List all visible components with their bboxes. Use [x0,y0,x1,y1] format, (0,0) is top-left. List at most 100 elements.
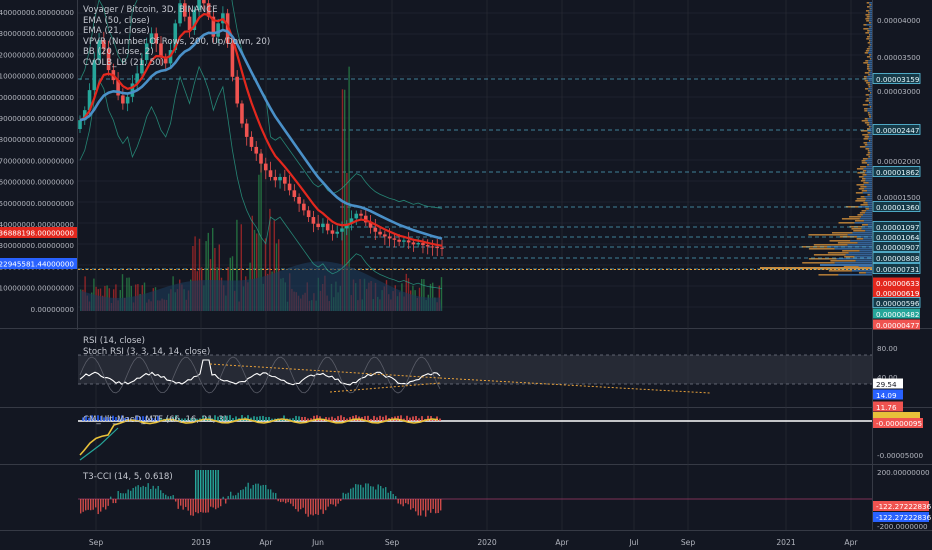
vpvr-bar-down [866,98,869,100]
vpvr-bar-down [865,208,869,210]
vpvr-bar-down [856,198,866,200]
vpvr-bar-down [837,242,858,244]
vpvr-bar-down [863,28,869,30]
cci-bar [345,493,347,499]
cci-bar [115,499,117,504]
vpvr-bar-up [838,274,872,276]
cci-bar [205,499,207,513]
vpvr-bar-up [870,152,872,154]
macd-histogram-bar [175,415,177,421]
volume-bar [269,208,271,311]
vpvr-bar-up [869,48,872,50]
macd-label: -0.00000095 [876,419,922,428]
vpvr-bar-up [869,66,872,68]
vpvr-bar-down [869,96,871,98]
x-axis-tick: Apr [259,538,273,547]
vpvr-bar-up [868,88,872,90]
rsi-axis-tick: 40.00 [877,373,898,382]
volume-bar [214,247,216,311]
x-axis-tick: Jul [628,538,638,547]
volume-bar [194,236,196,311]
macd-histogram-bar [88,417,90,421]
cci-bar [240,490,242,499]
cci-bar [162,493,164,499]
candle-body [411,242,416,245]
macd-histogram-bar [373,415,375,421]
vpvr-bar-down [868,140,871,142]
cci-bar [357,484,359,499]
vpvr-bar-down [808,258,837,260]
vpvr-bar-up [869,150,872,152]
x-axis-tick: Apr [844,538,858,547]
vpvr-bar-up [864,196,872,198]
right-axis-label-bg [872,297,921,308]
macd-histogram-bar [247,415,249,421]
vpvr-bar-up [868,182,872,184]
vpvr-bar-down [813,244,848,246]
cci-bar [310,499,312,515]
macd-histogram-bar [421,416,423,421]
vpvr-bar-up [871,92,872,94]
vpvr-bar-down [863,182,869,184]
vpvr-bar-up [867,110,872,112]
cci-bar [290,499,292,504]
candle-body [354,213,359,219]
candle-body [82,110,87,121]
vpvr-bar-up [867,224,872,226]
macd-histogram-bar [313,415,315,421]
vpvr-bar-up [865,178,872,180]
cci-bar [125,493,127,499]
vpvr-bar-up [865,172,872,174]
vpvr-bar-up [865,212,872,214]
vpvr-bar-up [870,126,872,128]
vpvr-bar-down [867,150,870,152]
vpvr-bar-up [870,4,872,6]
volume-bar [344,89,346,312]
volume-bar [258,174,260,311]
macd-histogram-bar [334,418,336,421]
right-axis-label-bg [872,241,921,252]
candle-body [202,0,206,4]
vpvr-bar-down [857,172,866,174]
candle-body [273,176,278,181]
cci-bar [272,492,274,499]
cci-bar [200,470,202,499]
cci-bar [97,499,99,515]
right-axis-tick: 0.00004000 [877,16,921,25]
left-axis-tick: 70000000.00000000 [0,156,74,165]
vpvr-bar-down [866,16,870,18]
legend-ema50: EMA (50, close) [83,15,150,26]
cci-bar [425,499,427,517]
vpvr-bar-up [867,204,872,206]
vpvr-bar-up [869,14,872,16]
cci-bar [142,485,144,499]
macd-histogram-bar [427,415,429,421]
vpvr-bar-down [861,162,868,164]
vpvr-bar-up [867,190,872,192]
vpvr-bar-down [865,88,869,90]
right-axis-tick: 0.00001500 [877,193,921,202]
vpvr-bar-up [867,108,872,110]
volume-bar [207,232,209,311]
macd-histogram-bar [181,418,183,421]
right-axis-label: 0.00000808 [876,254,920,263]
cci-bar [322,499,324,514]
vpvr-bar-down [868,90,870,92]
vpvr-bar-down [862,174,867,176]
candle-body [387,236,392,239]
vpvr-bar-up [865,198,872,200]
vpvr-bar-up [869,16,872,18]
macd-histogram-bar [259,416,261,421]
vpvr-bar-up [869,12,872,14]
candle-body [268,170,273,177]
macd-histogram-bar [160,417,162,421]
macd-histogram-bar [349,417,351,421]
cci-bar [192,499,194,516]
cci-bar [197,470,199,499]
cci-bar [157,485,159,499]
cci-bar [220,499,222,507]
right-axis-label: 0.00001097 [876,223,919,232]
right-axis-label: 0.00000619 [876,289,920,298]
vpvr-bar-down [866,82,870,84]
